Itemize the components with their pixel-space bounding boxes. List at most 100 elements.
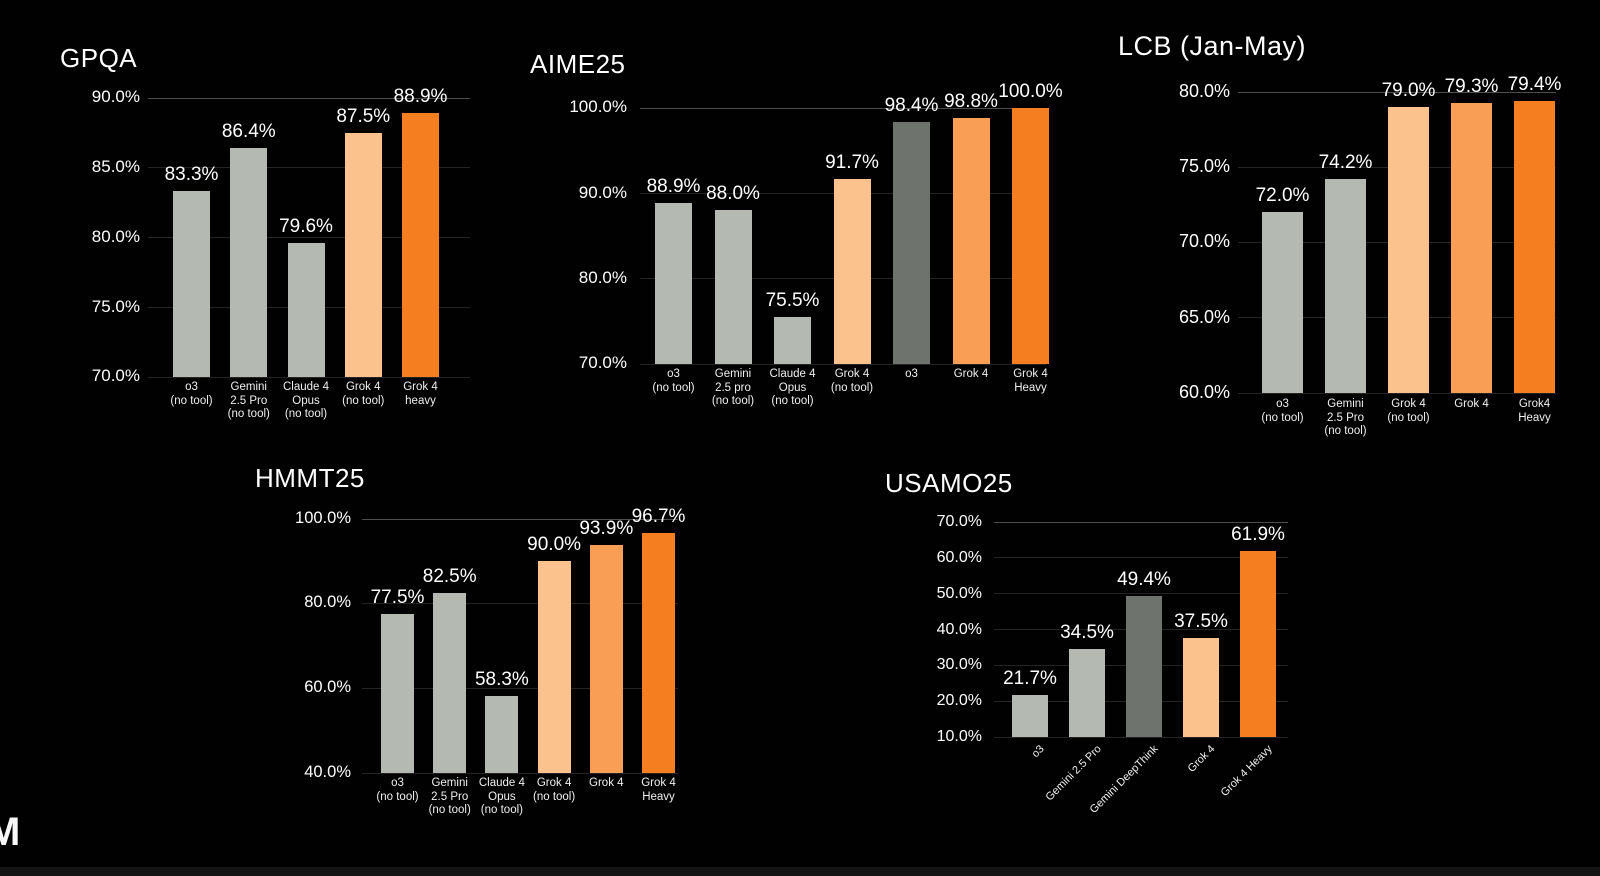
usamo25-bar [1240,551,1276,737]
aime25-x-axis-label: o3 (no tool) [652,368,695,394]
hmmt25-bar [485,695,519,773]
gpqa-bar [402,113,439,377]
gpqa-x-axis-label: o3 (no tool) [170,381,213,407]
gpqa-bar-value-label: 88.9% [393,86,448,108]
lcb-jan-may-bar-value-label: 74.2% [1318,152,1373,174]
lcb-jan-may-bar [1262,212,1303,393]
bottom-strip [0,867,1600,876]
lcb-jan-may-bar-value-label: 72.0% [1255,185,1310,207]
aime25-bar-value-label: 98.4% [884,94,939,116]
aime25-bar [833,178,871,364]
lcb-jan-may-x-axis-label: o3 (no tool) [1261,398,1304,424]
gpqa-gridline [148,376,470,378]
lcb-jan-may-bar [1325,179,1366,393]
hmmt25-bar [537,561,571,773]
watermark-letter-m: M [0,810,21,854]
hmmt25-bar [589,544,623,773]
usamo25-gridline [994,521,1288,523]
aime25-bar [774,317,811,364]
aime25-bar [893,121,930,364]
lcb-jan-may-x-axis-label: Grok4 Heavy [1518,398,1551,424]
aime25-bar [952,118,990,364]
hmmt25-x-axis-label: o3 (no tool) [376,777,419,803]
hmmt25-x-axis-label: Gemini 2.5 Pro (no tool) [428,777,471,817]
lcb-jan-may-y-tick-label: 60.0% [1178,381,1230,402]
hmmt25-bar-value-label: 58.3% [474,668,529,690]
usamo25-bar [1183,638,1219,737]
hmmt25-bar-value-label: 77.5% [370,587,425,609]
gpqa-y-tick-label: 75.0% [91,296,140,316]
hmmt25-x-axis-label: Claude 4 Opus (no tool) [478,777,525,817]
usamo25-gridline [994,557,1288,559]
hmmt25-bar-value-label: 96.7% [631,505,686,527]
lcb-jan-may-x-axis-label: Gemini 2.5 Pro (no tool) [1324,398,1367,438]
usamo25-bar-value-label: 34.5% [1060,622,1114,644]
usamo25-bar [1126,595,1162,737]
gpqa-bar-value-label: 87.5% [336,105,391,127]
lcb-jan-may-bar [1514,101,1555,393]
hmmt25-bar [642,532,675,773]
lcb-jan-may-x-axis-label: Grok 4 [1454,398,1489,410]
usamo25-x-axis-label: Grok 4 Heavy [1218,743,1275,800]
lcb-jan-may-bar-value-label: 79.3% [1444,75,1499,97]
usamo25-x-axis-label: Grok 4 [1185,743,1218,775]
usamo25-bar [1069,649,1105,737]
gpqa-y-tick-label: 80.0% [91,226,140,246]
gpqa-x-axis-label: Grok 4 heavy [403,381,438,407]
chart-title-usamo25: USAMO25 [885,468,1013,498]
aime25-bar-value-label: 75.5% [765,290,820,312]
aime25-y-tick-label: 100.0% [569,97,627,117]
chart-title-gpqa: GPQA [60,43,138,73]
aime25-x-axis-label: Gemini 2.5 pro (no tool) [711,368,755,408]
gpqa-gridline [148,97,470,99]
lcb-jan-may-y-tick-label: 65.0% [1178,306,1230,327]
gpqa-bar-value-label: 79.6% [279,216,333,238]
usamo25-y-tick-label: 70.0% [936,513,982,531]
aime25-x-axis-label: Claude 4 Opus (no tool) [769,368,816,408]
usamo25-bar [1012,695,1048,737]
usamo25-y-tick-label: 50.0% [936,584,982,602]
hmmt25-y-tick-label: 80.0% [304,593,351,612]
usamo25-x-axis-label: Gemini 2.5 Pro [1043,743,1104,804]
aime25-y-tick-label: 90.0% [578,182,627,202]
hmmt25-bar-value-label: 93.9% [579,517,634,539]
aime25-x-axis-label: Grok 4 Heavy [1013,368,1048,394]
hmmt25-x-axis-label: Grok 4 [589,777,624,789]
aime25-gridline [640,363,1046,365]
aime25-bar-value-label: 88.9% [646,175,701,197]
chart-title-lcb: LCB (Jan-May) [1118,31,1307,61]
lcb-jan-may-bar-value-label: 79.4% [1507,74,1562,96]
aime25-bar-value-label: 91.7% [825,151,879,173]
gpqa-gridline [148,237,470,238]
aime25-x-axis-label: o3 [905,368,918,380]
gpqa-gridline [148,167,470,169]
hmmt25-bar-value-label: 82.5% [422,566,477,588]
chart-title-aime25: AIME25 [530,49,626,79]
gpqa-bar [344,132,382,377]
gpqa-bar-value-label: 86.4% [221,121,276,143]
aime25-y-tick-label: 70.0% [578,353,627,373]
hmmt25-x-axis-label: Grok 4 (no tool) [533,777,576,803]
aime25-bar-value-label: 100.0% [998,81,1063,102]
usamo25-bar-value-label: 21.7% [1003,668,1057,690]
usamo25-y-tick-label: 20.0% [936,692,982,710]
lcb-jan-may-y-tick-label: 70.0% [1178,231,1230,252]
aime25-bar [655,202,692,364]
usamo25-bar-value-label: 61.9% [1231,524,1285,546]
usamo25-bar-value-label: 49.4% [1117,568,1171,590]
hmmt25-bar-value-label: 90.0% [527,534,582,556]
aime25-x-axis-label: Grok 4 [953,368,989,380]
hmmt25-gridline [362,518,678,520]
gpqa-y-tick-label: 85.0% [91,157,140,177]
hmmt25-x-axis-label: Grok 4 Heavy [641,777,676,803]
gpqa-y-tick-label: 70.0% [91,366,140,386]
chart-title-hmmt25: HMMT25 [255,463,365,493]
aime25-y-tick-label: 80.0% [578,268,627,288]
gpqa-bar [287,243,325,377]
lcb-jan-may-bar [1388,107,1429,393]
lcb-jan-may-y-tick-label: 80.0% [1178,80,1230,101]
aime25-bar-value-label: 88.0% [706,183,760,205]
lcb-jan-may-bar [1451,102,1492,393]
hmmt25-bar [381,614,414,773]
usamo25-gridline [994,593,1288,595]
